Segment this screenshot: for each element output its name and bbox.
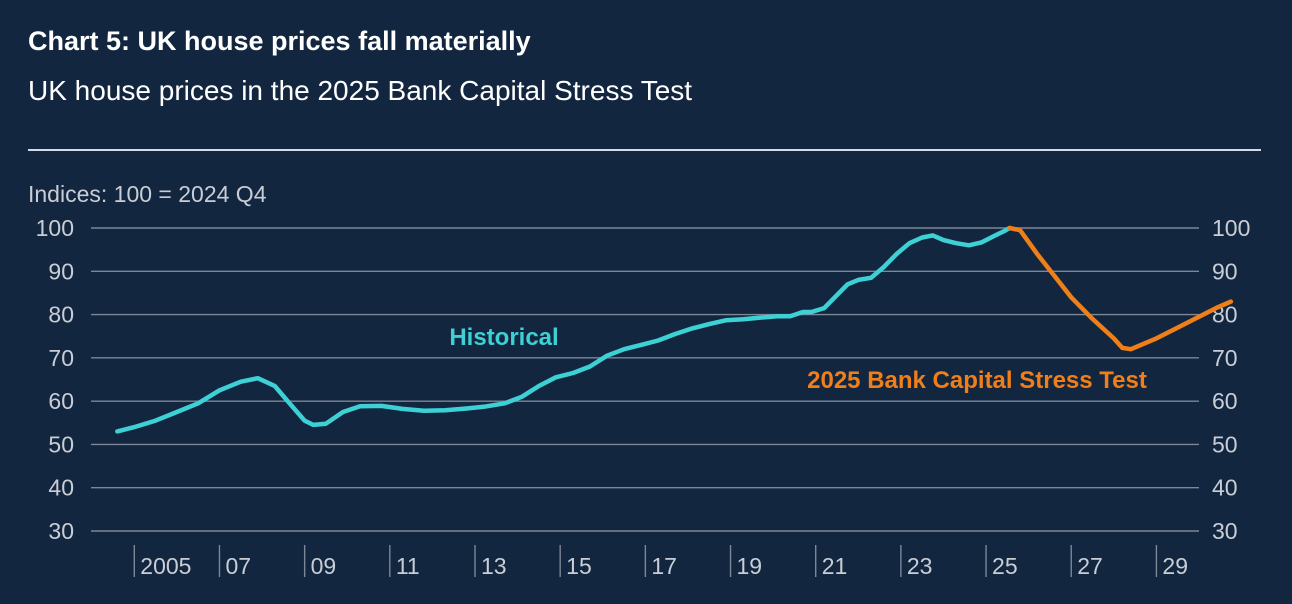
header-divider [28, 149, 1261, 151]
y-tick-left-40: 40 [48, 475, 74, 501]
stress-test-line [1007, 225, 1234, 352]
x-tick-21: 21 [822, 553, 848, 579]
y-tick-left-100: 100 [36, 215, 74, 241]
historical-series-label: Historical [449, 324, 558, 351]
y-tick-right-70: 70 [1212, 345, 1238, 371]
stress-test-series-label: 2025 Bank Capital Stress Test [807, 367, 1147, 394]
x-tick-07: 07 [225, 553, 251, 579]
y-tick-left-70: 70 [48, 345, 74, 371]
x-tick-27: 27 [1077, 553, 1103, 579]
historical-line [115, 225, 1012, 434]
y-tick-left-60: 60 [48, 388, 74, 414]
x-tick-11: 11 [396, 553, 420, 579]
y-tick-right-50: 50 [1212, 431, 1238, 457]
y-tick-left-30: 30 [48, 518, 74, 544]
y-axis-left: 100 90 80 70 60 50 40 30 [36, 215, 74, 544]
x-tick-17: 17 [651, 553, 677, 579]
y-tick-right-60: 60 [1212, 388, 1238, 414]
units-label: Indices: 100 = 2024 Q4 [28, 181, 267, 207]
x-tick-23: 23 [907, 553, 933, 579]
chart-title: Chart 5: UK house prices fall materially [28, 26, 531, 56]
y-tick-right-100: 100 [1212, 215, 1250, 241]
y-tick-right-30: 30 [1212, 518, 1238, 544]
y-tick-left-80: 80 [48, 302, 74, 328]
series-lines [115, 225, 1234, 434]
y-tick-right-40: 40 [1212, 475, 1238, 501]
x-tick-13: 13 [481, 553, 507, 579]
y-tick-left-90: 90 [48, 258, 74, 284]
x-tick-29: 29 [1162, 553, 1188, 579]
x-tick-2005: 2005 [140, 553, 191, 579]
x-tick-15: 15 [566, 553, 592, 579]
chart-subtitle: UK house prices in the 2025 Bank Capital… [28, 75, 693, 106]
x-tick-25: 25 [992, 553, 1018, 579]
x-axis: 2005 07 09 11 13 15 17 19 21 23 25 27 29 [133, 545, 1188, 579]
gridlines [91, 227, 1199, 532]
x-tick-19: 19 [737, 553, 763, 579]
y-tick-right-90: 90 [1212, 258, 1238, 284]
y-tick-left-50: 50 [48, 431, 74, 457]
x-tick-09: 09 [311, 553, 337, 579]
